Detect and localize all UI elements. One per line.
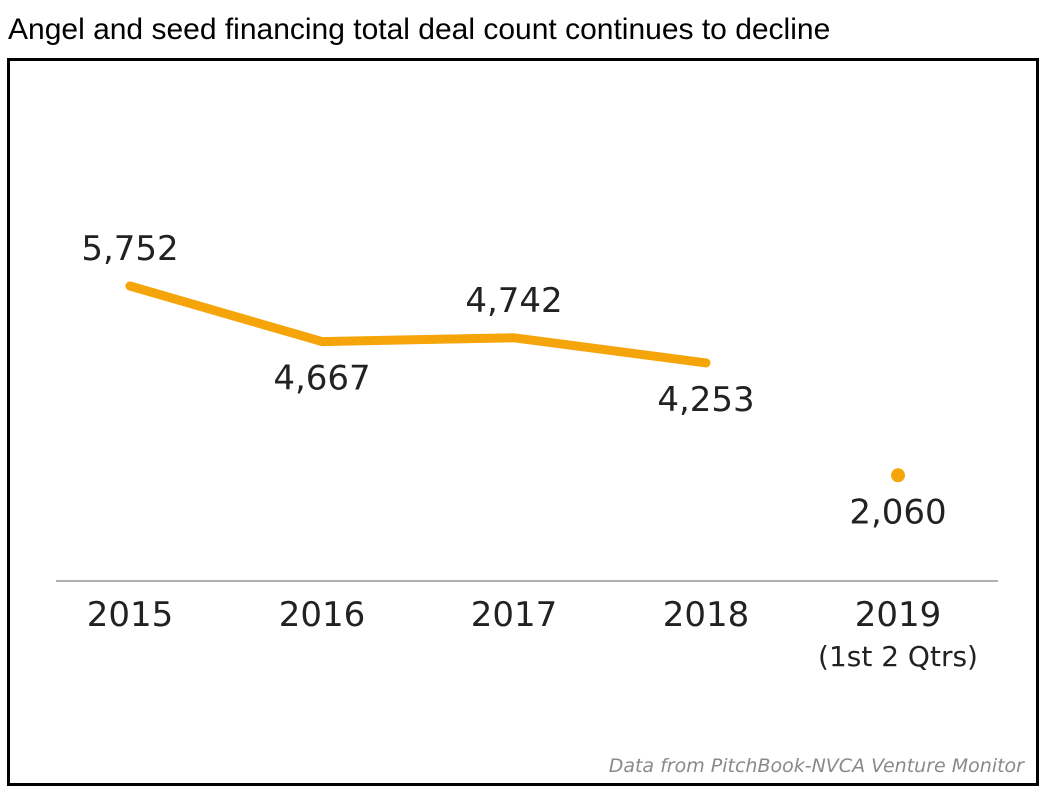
x-tick-label-2018: 2018 xyxy=(663,595,750,635)
x-tick-label-2016: 2016 xyxy=(279,595,366,635)
x-tick-label-2017: 2017 xyxy=(471,595,558,635)
data-label-2017: 4,742 xyxy=(465,281,562,321)
chart-frame: 5,752 4,667 4,742 4,253 2,060 2015 2016 2017 201… xyxy=(7,58,1039,786)
data-label-2018: 4,253 xyxy=(657,380,754,420)
data-label-2015: 5,752 xyxy=(81,229,178,269)
line-chart: 5,752 4,667 4,742 4,253 2,060 2015 2016 2017 201… xyxy=(56,229,998,673)
data-label-2019: 2,060 xyxy=(849,492,946,532)
data-label-2016: 4,667 xyxy=(273,359,370,399)
data-point-2019 xyxy=(891,468,905,483)
page-title: Angel and seed financing total deal coun… xyxy=(8,13,831,46)
x-tick-label-2015: 2015 xyxy=(87,595,174,635)
series-line xyxy=(125,281,711,368)
x-tick-label-2019: 2019 xyxy=(855,595,942,635)
x-tick-sublabel-2019: (1st 2 Qtrs) xyxy=(818,640,978,673)
source-note: Data from PitchBook-NVCA Venture Monitor xyxy=(608,755,1024,777)
